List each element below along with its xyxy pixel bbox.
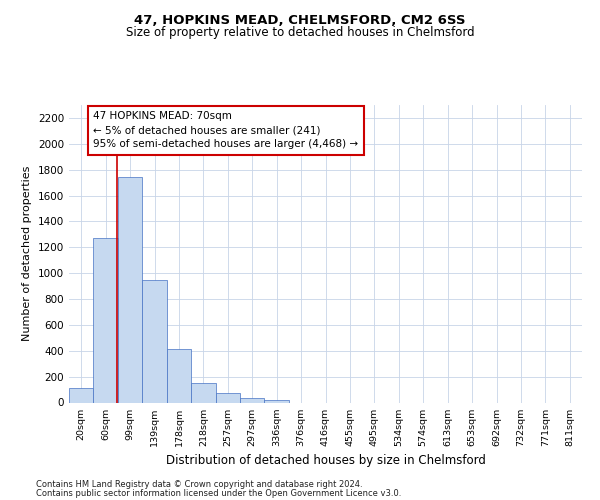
Text: 47 HOPKINS MEAD: 70sqm
← 5% of detached houses are smaller (241)
95% of semi-det: 47 HOPKINS MEAD: 70sqm ← 5% of detached … bbox=[94, 112, 359, 150]
Bar bbox=[118, 178, 142, 402]
Bar bbox=[191, 383, 215, 402]
Text: Contains HM Land Registry data © Crown copyright and database right 2024.: Contains HM Land Registry data © Crown c… bbox=[36, 480, 362, 489]
Bar bbox=[240, 398, 265, 402]
X-axis label: Distribution of detached houses by size in Chelmsford: Distribution of detached houses by size … bbox=[166, 454, 485, 467]
Text: Size of property relative to detached houses in Chelmsford: Size of property relative to detached ho… bbox=[125, 26, 475, 39]
Bar bbox=[142, 280, 167, 402]
Bar bbox=[69, 388, 94, 402]
Bar bbox=[215, 393, 240, 402]
Y-axis label: Number of detached properties: Number of detached properties bbox=[22, 166, 32, 342]
Bar bbox=[265, 400, 289, 402]
Text: Contains public sector information licensed under the Open Government Licence v3: Contains public sector information licen… bbox=[36, 489, 401, 498]
Bar bbox=[167, 349, 191, 403]
Text: 47, HOPKINS MEAD, CHELMSFORD, CM2 6SS: 47, HOPKINS MEAD, CHELMSFORD, CM2 6SS bbox=[134, 14, 466, 27]
Bar bbox=[94, 238, 118, 402]
